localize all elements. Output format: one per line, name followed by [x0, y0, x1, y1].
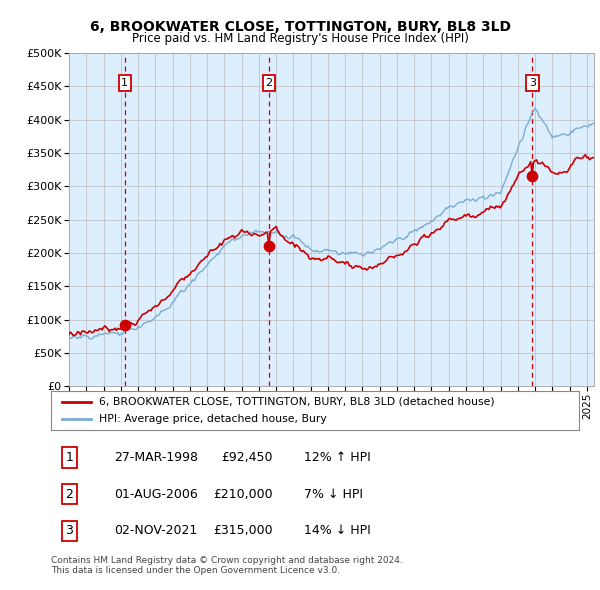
- Point: [527, 172, 537, 181]
- Point: [264, 242, 274, 251]
- Text: £210,000: £210,000: [213, 487, 273, 501]
- Point: [120, 320, 130, 330]
- Text: 3: 3: [529, 78, 536, 88]
- Text: 7% ↓ HPI: 7% ↓ HPI: [304, 487, 364, 501]
- Text: 6, BROOKWATER CLOSE, TOTTINGTON, BURY, BL8 3LD: 6, BROOKWATER CLOSE, TOTTINGTON, BURY, B…: [89, 19, 511, 34]
- Text: 2: 2: [265, 78, 272, 88]
- Text: 01-AUG-2006: 01-AUG-2006: [115, 487, 198, 501]
- Text: Contains HM Land Registry data © Crown copyright and database right 2024.
This d: Contains HM Land Registry data © Crown c…: [51, 556, 403, 575]
- Text: HPI: Average price, detached house, Bury: HPI: Average price, detached house, Bury: [98, 414, 326, 424]
- Text: 27-MAR-1998: 27-MAR-1998: [115, 451, 199, 464]
- Text: Price paid vs. HM Land Registry's House Price Index (HPI): Price paid vs. HM Land Registry's House …: [131, 32, 469, 45]
- Text: 1: 1: [65, 451, 73, 464]
- Text: 02-NOV-2021: 02-NOV-2021: [115, 525, 197, 537]
- Text: 3: 3: [65, 525, 73, 537]
- Text: £92,450: £92,450: [221, 451, 273, 464]
- Text: 12% ↑ HPI: 12% ↑ HPI: [304, 451, 371, 464]
- Text: 2: 2: [65, 487, 73, 501]
- Text: 6, BROOKWATER CLOSE, TOTTINGTON, BURY, BL8 3LD (detached house): 6, BROOKWATER CLOSE, TOTTINGTON, BURY, B…: [98, 396, 494, 407]
- Text: £315,000: £315,000: [213, 525, 273, 537]
- Text: 14% ↓ HPI: 14% ↓ HPI: [304, 525, 371, 537]
- Text: 1: 1: [121, 78, 128, 88]
